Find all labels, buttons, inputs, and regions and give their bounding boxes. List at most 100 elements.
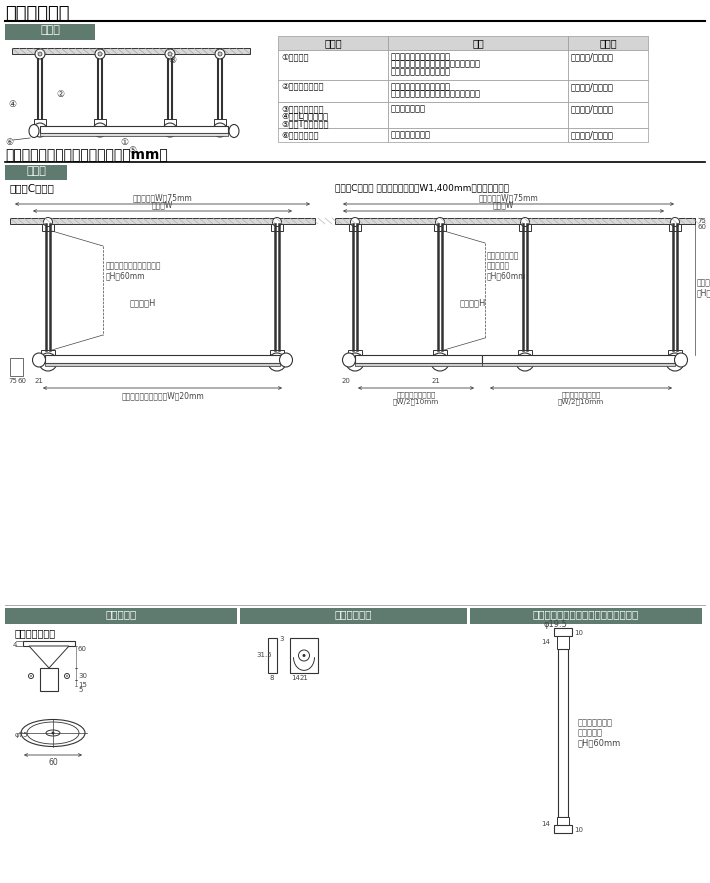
Bar [278,36,388,50]
Text: 天井吊りポール
カット長さ
＝H－60mm: 天井吊りポール カット長さ ＝H－60mm [578,718,621,748]
Bar [388,36,568,50]
Text: ③天井ブラケット: ③天井ブラケット [281,104,324,113]
Text: 60: 60 [48,758,58,767]
Circle shape [43,217,53,227]
Bar [669,224,681,231]
Text: 75: 75 [8,378,17,384]
Text: 60: 60 [697,224,706,230]
Circle shape [273,217,281,227]
Bar [270,350,284,358]
Bar [355,355,482,363]
Bar [278,50,388,80]
Circle shape [666,353,684,371]
Ellipse shape [33,353,45,367]
Text: ⑤天井Tジョイント: ⑤天井Tジョイント [281,119,329,128]
Text: 14: 14 [291,675,300,681]
Polygon shape [29,646,69,668]
Bar [278,128,388,142]
Circle shape [213,123,227,137]
Text: 75: 75 [697,218,706,224]
Bar [268,638,277,673]
Circle shape [35,49,45,59]
Bar [568,80,648,102]
Bar [355,363,482,366]
Text: 31.5: 31.5 [256,652,272,658]
Bar [42,224,54,231]
Bar [278,80,388,102]
Text: 取付寸法図／部品寸法図（単位：mm）: 取付寸法図／部品寸法図（単位：mm） [5,148,168,162]
Text: φ75: φ75 [15,732,28,738]
Text: φ19.5: φ19.5 [543,620,567,629]
Bar [271,224,283,231]
Text: ⑥バーキャップ: ⑥バーキャップ [281,130,319,139]
Text: ⑤: ⑤ [128,146,136,155]
Circle shape [670,217,679,227]
Ellipse shape [21,720,85,746]
Bar [5,608,237,624]
Circle shape [218,52,222,56]
Bar [388,80,568,102]
Text: アルミニウム合金押出形材: アルミニウム合金押出形材 [391,52,451,61]
Bar [40,133,228,136]
Bar [518,350,532,358]
Text: 天井吊りポール（固定アダプター付）: 天井吊りポール（固定アダプター付） [533,609,639,619]
Bar [10,218,315,224]
Text: ②: ② [56,90,64,99]
Bar [557,817,569,830]
Text: 天井吊りポールカット長さ
＝H－60mm: 天井吊りポールカット長さ ＝H－60mm [106,261,161,281]
Circle shape [66,675,67,676]
Circle shape [163,123,177,137]
Bar [568,36,648,50]
Text: 製品外寸＝W＋75mm: 製品外寸＝W＋75mm [479,193,538,202]
Bar [12,48,250,54]
Text: 本体バーカット長さ
＝W/2－10mm: 本体バーカット長さ ＝W/2－10mm [558,391,604,405]
Circle shape [298,650,310,661]
Ellipse shape [229,125,239,138]
Bar [41,350,55,358]
Bar [680,218,695,224]
Circle shape [346,353,364,371]
Bar [40,668,58,691]
Bar [34,119,46,127]
Text: 天井付: 天井付 [40,25,60,35]
Text: 天井付: 天井付 [26,166,46,176]
Text: 天井ブラケット: 天井ブラケット [15,628,56,638]
Text: ブラック/ホワイト: ブラック/ホワイト [571,82,614,91]
Bar [568,128,648,142]
Text: 21: 21 [35,378,44,384]
Text: 塩化ビニル樹脂皮膜フィルムラッピング: 塩化ビニル樹脂皮膜フィルムラッピング [391,89,481,99]
Text: 材質: 材質 [472,38,484,48]
Text: 製品外寸
＝H＋31mm: 製品外寸 ＝H＋31mm [697,278,710,298]
Bar [558,649,568,817]
Text: ④: ④ [8,100,16,109]
Bar [482,363,675,366]
Circle shape [351,217,359,227]
Bar [40,126,228,133]
Bar [45,355,280,363]
Circle shape [268,353,286,371]
Ellipse shape [342,353,356,367]
Bar [470,608,702,624]
Bar [482,355,675,363]
Bar [240,608,467,624]
Circle shape [215,49,225,59]
Ellipse shape [29,125,39,138]
Text: 20: 20 [342,378,351,384]
Bar [335,218,695,224]
Text: ブラケット: ブラケット [105,609,136,619]
Text: 30: 30 [78,673,87,679]
Text: 天井付Cタイプ ジョイントあり（W1,400mmを超える場合）: 天井付Cタイプ ジョイントあり（W1,400mmを超える場合） [335,183,509,192]
Circle shape [516,353,534,371]
Text: 21: 21 [432,378,441,384]
Circle shape [33,123,47,137]
Circle shape [431,353,449,371]
Bar [5,24,95,40]
Text: ⑥: ⑥ [5,138,13,147]
Bar [388,50,568,80]
Bar [434,224,446,231]
Bar [568,50,648,80]
Bar [668,350,682,358]
Circle shape [93,123,107,137]
Text: 部品名: 部品名 [324,38,342,48]
Text: 製品幅W: 製品幅W [493,200,514,209]
